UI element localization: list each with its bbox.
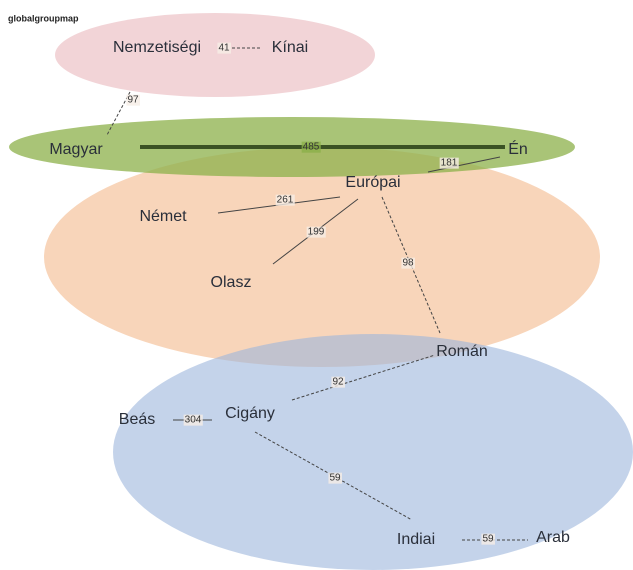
edge-label-bg	[439, 157, 459, 169]
edge-label: 485	[303, 142, 320, 153]
edge-label: 59	[482, 534, 494, 545]
edge-label: 41	[218, 43, 230, 54]
edge-label: 98	[402, 258, 414, 269]
edge-label: 199	[308, 227, 325, 238]
edge-label: 97	[127, 95, 139, 106]
edge-label-bg	[217, 42, 231, 54]
node-label: Német	[139, 208, 187, 225]
node-label: Magyar	[49, 141, 103, 158]
node-label: Arab	[536, 529, 570, 546]
edge-label: 181	[441, 158, 458, 169]
node-label: Kínai	[272, 39, 308, 56]
edge-label-bg	[481, 533, 495, 545]
edge-label: 261	[277, 195, 294, 206]
node-label: Román	[436, 343, 488, 360]
edge	[106, 91, 131, 136]
group-region	[113, 334, 633, 570]
node-label: Indiai	[397, 531, 435, 548]
node-label: Európai	[345, 174, 400, 191]
edge-label-bg	[275, 194, 295, 206]
edge-label-bg	[328, 472, 342, 484]
edge-label-bg	[401, 257, 415, 269]
edge-label-bg	[331, 376, 345, 388]
edge-label-bg	[306, 226, 326, 238]
group-region	[44, 147, 600, 367]
edge-label-bg	[126, 94, 140, 106]
edge	[427, 156, 501, 173]
node-label: Cigány	[225, 405, 275, 422]
group-region	[55, 13, 375, 97]
node-label: Olasz	[211, 274, 252, 291]
node-label: Beás	[119, 411, 155, 428]
edge-label: 304	[185, 415, 202, 426]
title: globalgroupmap	[8, 13, 79, 23]
edge-label-bg	[183, 414, 203, 426]
edge-label: 92	[332, 377, 344, 388]
edge-label: 59	[329, 473, 341, 484]
node-label: Nemzetiségi	[113, 39, 201, 56]
edge-label-bg	[301, 141, 321, 153]
node-label: Én	[508, 139, 528, 158]
